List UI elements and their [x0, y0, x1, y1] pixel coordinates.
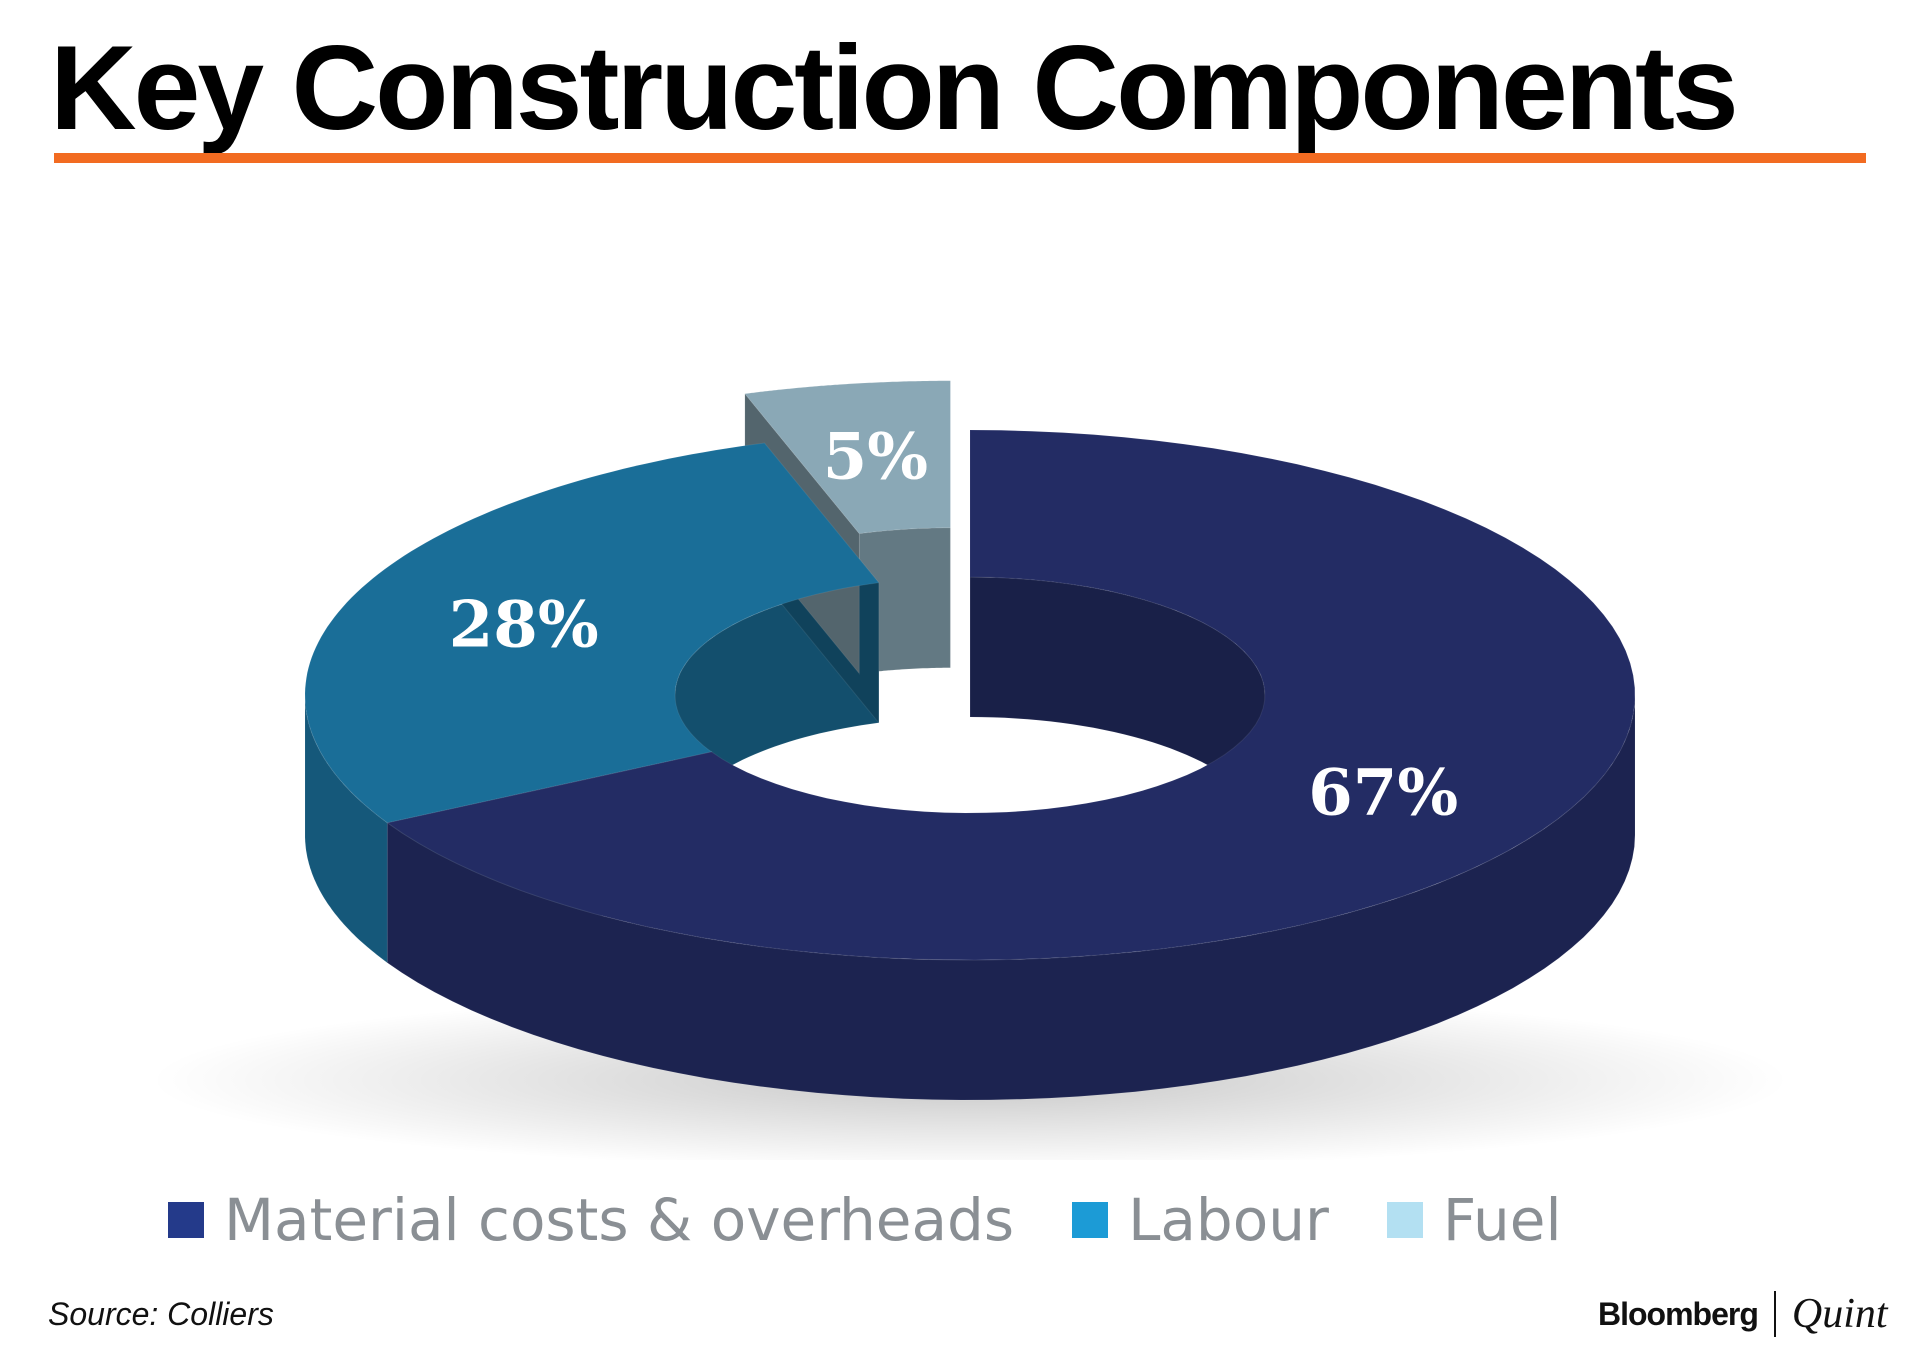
legend-swatch-3: [1386, 1202, 1423, 1238]
legend-item-3: Fuel: [1386, 1186, 1562, 1254]
data-label-2: 28%: [449, 588, 599, 663]
legend-swatch-1: [168, 1202, 204, 1238]
legend-item-1: Material costs & overheads: [168, 1186, 1014, 1254]
legend-label-2: Labour: [1128, 1186, 1329, 1254]
data-label-3: 5%: [823, 420, 928, 495]
source-note: Source: Colliers: [48, 1296, 274, 1332]
brand-subname: Quint: [1791, 1291, 1888, 1337]
brand-divider: [1773, 1291, 1776, 1337]
slice-2-top: [304, 442, 880, 824]
brand-name: Bloomberg: [1598, 1295, 1759, 1332]
slice-3-top: [743, 380, 951, 535]
legend-swatch-2: [1072, 1202, 1109, 1238]
donut-chart: 67% 28% 5%: [150, 380, 1790, 1160]
legend-label-3: Fuel: [1442, 1186, 1562, 1254]
chart-title: Key Construction Components: [50, 21, 1739, 155]
legend-item-2: Labour: [1072, 1186, 1329, 1254]
slice-1-top: [386, 429, 1636, 961]
legend-label-1: Material costs & overheads: [224, 1186, 1015, 1254]
brand-logo: Bloomberg Quint: [1598, 1288, 1888, 1340]
data-label-1: 67%: [1308, 756, 1458, 831]
title-underline: [54, 153, 1866, 163]
legend: Material costs & overheads Labour Fuel: [168, 1180, 1620, 1260]
